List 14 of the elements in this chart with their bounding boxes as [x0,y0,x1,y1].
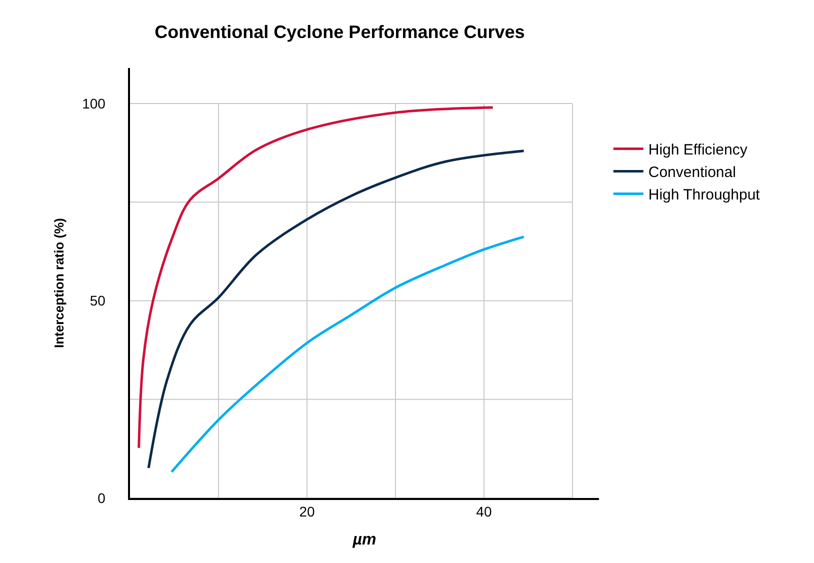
y-tick-label: 0 [98,490,106,506]
legend-label: Conventional [648,164,736,182]
y-tick-label: 100 [82,95,106,112]
line-series [170,236,526,474]
x-tick-label: 20 [299,504,315,520]
y-tick-label: 50 [90,292,106,309]
x-tick-label: 40 [476,504,492,520]
line-series [147,150,526,470]
chart-title: Conventional Cyclone Performance Curves [154,22,525,42]
y-axis-title: Interception ratio (%) [52,218,67,348]
legend-label: High Efficiency [648,142,748,159]
line-series [138,106,494,450]
legend-label: High Throughput [648,186,761,204]
x-axis-title: µm [352,532,376,549]
